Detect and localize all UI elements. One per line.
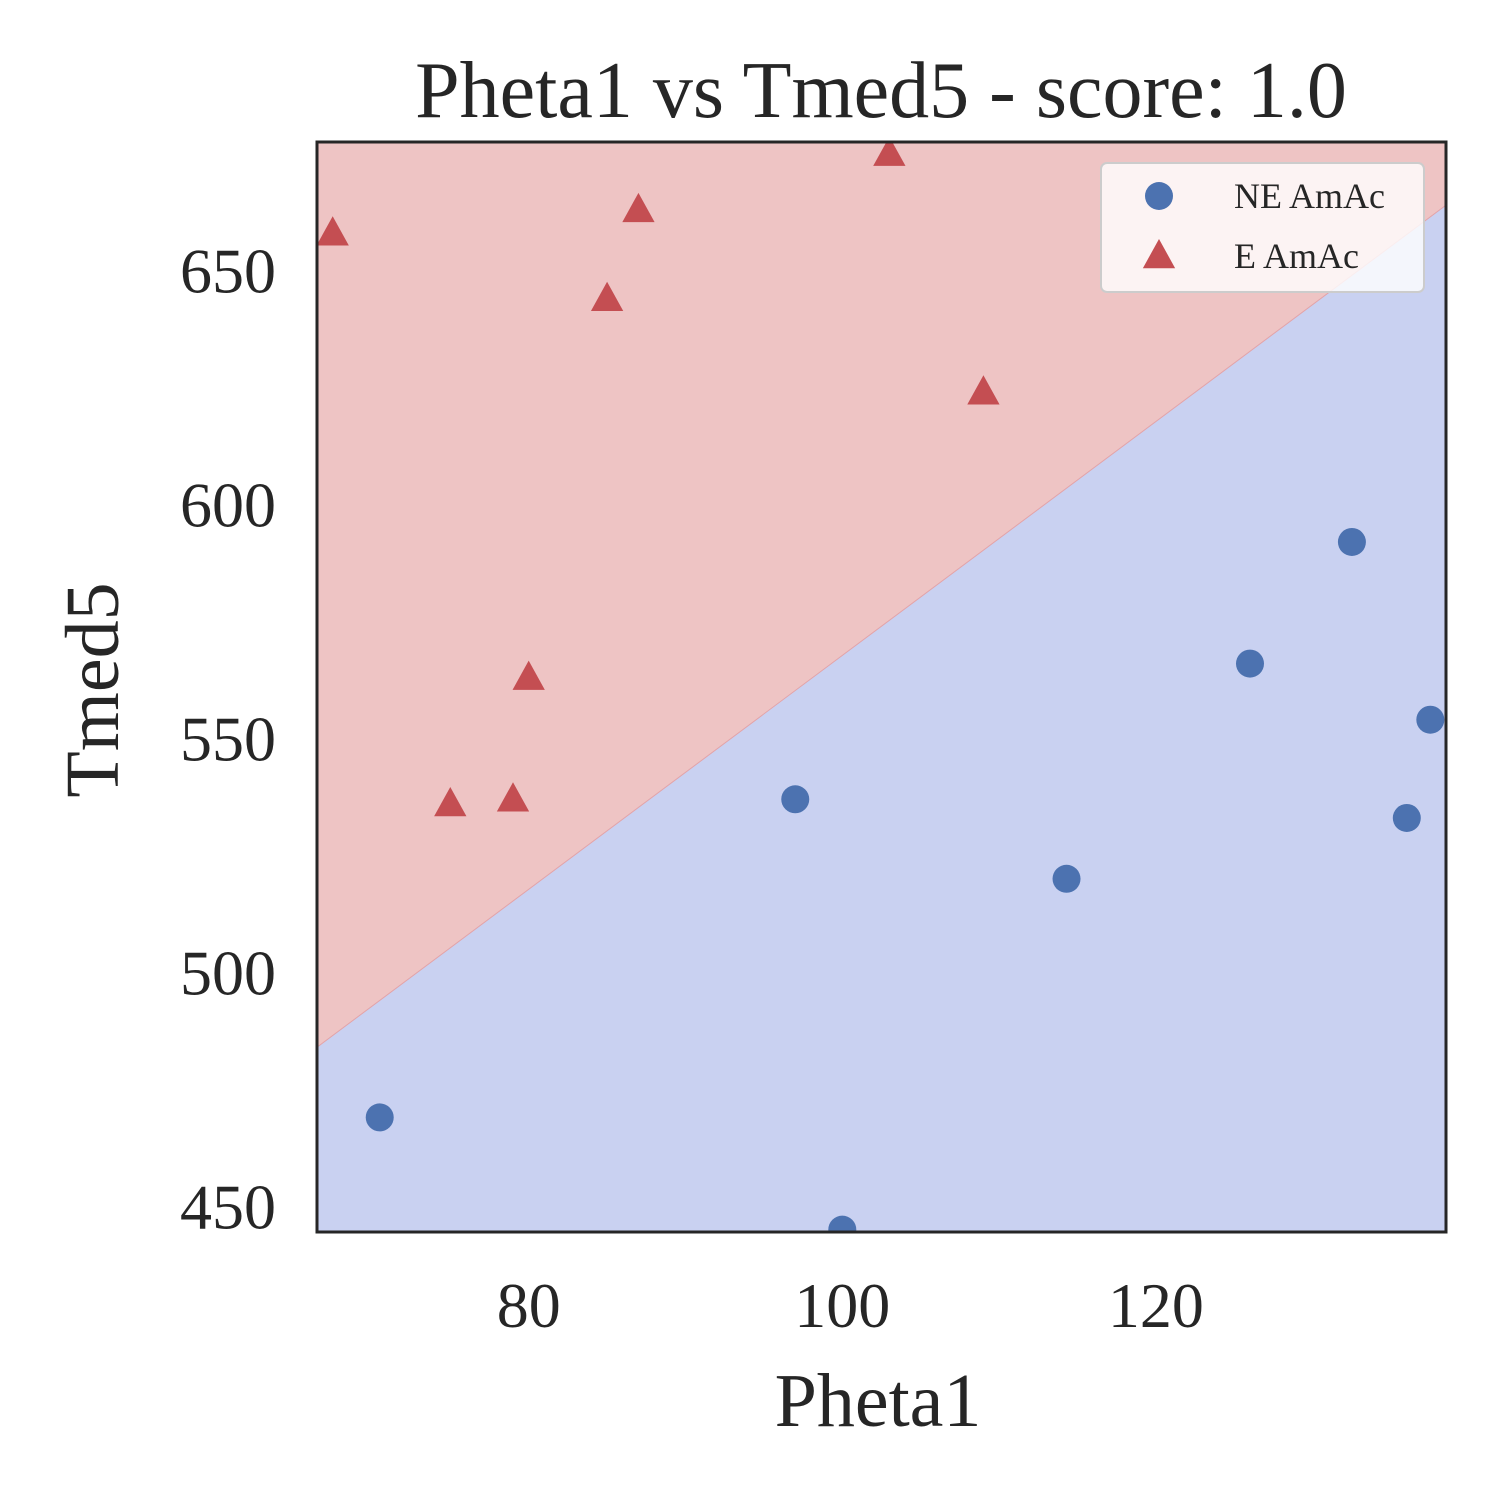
decision-regions (317, 142, 1446, 1232)
region-upper (317, 142, 1446, 1048)
point-e-amac (622, 192, 655, 223)
data-points (317, 142, 1445, 1232)
y-axis-ticks: 450 500 550 600 650 (180, 236, 276, 1243)
legend-label: NE AmAc (1234, 176, 1385, 216)
x-axis-ticks: 80 100 120 (497, 1270, 1204, 1341)
y-tick-label: 500 (180, 937, 276, 1008)
point-ne-amac (1235, 649, 1264, 678)
plot-frame (315, 140, 1448, 1234)
point-ne-amac (1052, 864, 1081, 893)
y-tick-label: 600 (180, 470, 276, 541)
decision-boundary-line (317, 204, 1446, 1048)
y-tick-label: 450 (180, 1171, 276, 1242)
point-ne-amac (1416, 705, 1445, 734)
y-tick-label: 650 (180, 236, 276, 307)
legend-marker-circle (1145, 182, 1173, 210)
point-e-amac (496, 782, 530, 812)
point-ne-amac (365, 1103, 394, 1132)
legend-box (1100, 162, 1425, 293)
region-lower (317, 205, 1446, 1232)
point-e-amac (434, 786, 467, 817)
point-e-amac (967, 375, 1000, 405)
point-ne-amac (1392, 803, 1421, 832)
point-ne-amac (828, 1215, 857, 1232)
y-axis-label: Tmed5 (51, 582, 135, 797)
chart-title: Pheta1 vs Tmed5 - score: 1.0 (415, 47, 1347, 135)
y-tick-label: 550 (180, 703, 276, 774)
x-axis-label: Pheta1 (775, 1359, 982, 1443)
point-ne-amac (781, 785, 810, 814)
point-ne-amac (1337, 527, 1366, 556)
point-e-amac (590, 281, 624, 311)
legend-label: E AmAc (1234, 236, 1359, 276)
x-tick-label: 100 (794, 1270, 890, 1341)
x-tick-label: 80 (497, 1270, 561, 1341)
point-e-amac (873, 142, 906, 166)
legend: NE AmAc E AmAc (1100, 162, 1425, 293)
legend-marker-triangle (1142, 239, 1176, 269)
point-e-amac (317, 216, 349, 246)
point-e-amac (512, 660, 545, 690)
x-tick-label: 120 (1108, 1270, 1204, 1341)
